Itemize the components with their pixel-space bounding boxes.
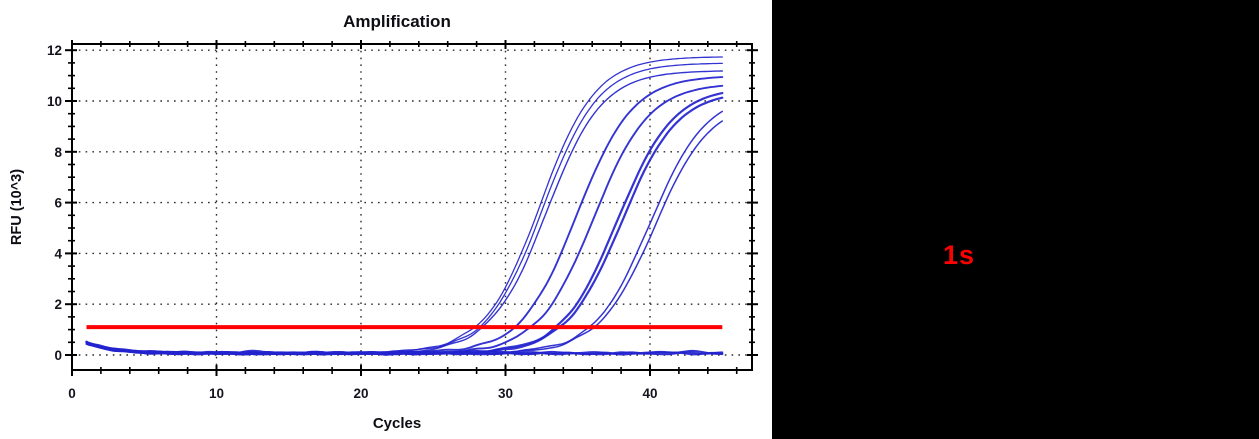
black-side-panel: 1s bbox=[772, 0, 1259, 439]
x-tick-label: 10 bbox=[209, 386, 224, 401]
amplification-chart-panel: Amplification RFU (10^3) Cycles 0 10 20 30 4… bbox=[0, 0, 772, 439]
amplification-curve bbox=[85, 76, 724, 356]
y-tick-label: 0 bbox=[54, 348, 62, 363]
plot-frame bbox=[71, 43, 753, 371]
grid-layer bbox=[72, 44, 752, 370]
amplification-curve bbox=[85, 91, 724, 356]
timer-text: 1s bbox=[943, 240, 976, 270]
y-tick-label: 6 bbox=[54, 196, 62, 211]
x-axis-label: Cycles bbox=[373, 415, 421, 432]
amplification-curve bbox=[85, 110, 724, 356]
amplification-curve bbox=[85, 84, 724, 356]
y-tick-label: 10 bbox=[47, 94, 62, 109]
amplification-chart: Amplification RFU (10^3) Cycles 0 10 20 30 4… bbox=[9, 12, 758, 432]
y-tick-label: 12 bbox=[47, 43, 62, 58]
amplification-curve bbox=[85, 120, 724, 356]
tick-label-layer: 0 10 20 30 40 0 2 4 6 8 10 12 bbox=[47, 43, 658, 401]
y-tick-label: 8 bbox=[54, 145, 62, 160]
amplification-curve bbox=[85, 96, 724, 356]
y-axis-label: RFU (10^3) bbox=[9, 169, 25, 245]
x-tick-label: 40 bbox=[642, 386, 657, 401]
x-tick-label: 0 bbox=[68, 386, 76, 401]
baseline-curve bbox=[85, 341, 724, 356]
curve-layer bbox=[85, 56, 724, 356]
frame-layer bbox=[65, 40, 758, 376]
y-tick-label: 2 bbox=[54, 297, 62, 312]
x-tick-label: 20 bbox=[353, 386, 368, 401]
x-tick-label: 30 bbox=[498, 386, 513, 401]
chart-title: Amplification bbox=[343, 12, 451, 31]
y-tick-label: 4 bbox=[54, 246, 62, 261]
